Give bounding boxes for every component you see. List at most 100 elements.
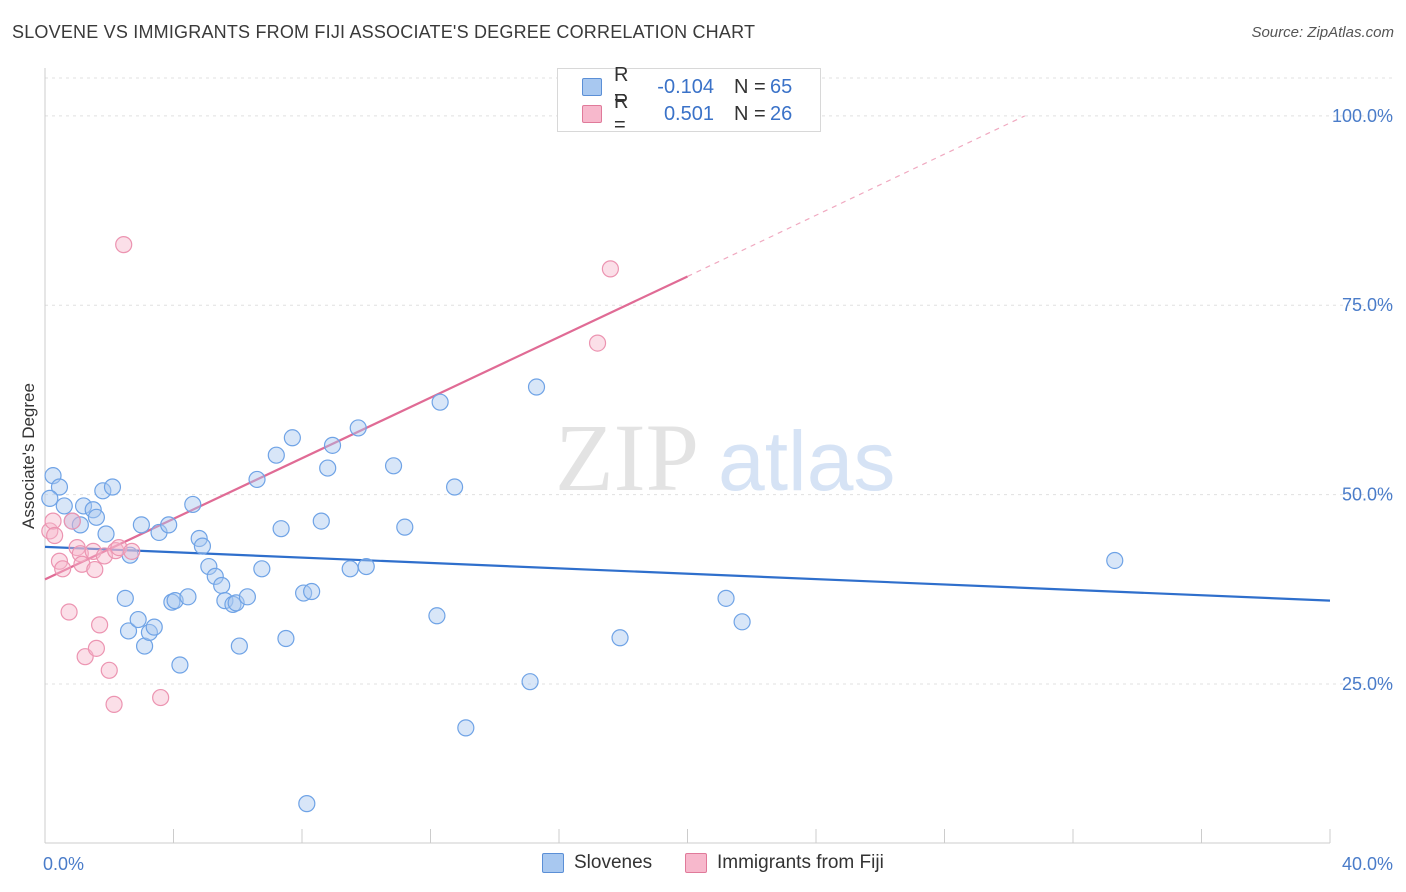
point-slovenes xyxy=(611,629,629,647)
point-fiji xyxy=(100,661,118,679)
chart-title: SLOVENE VS IMMIGRANTS FROM FIJI ASSOCIAT… xyxy=(12,22,756,42)
source-label: Source: ZipAtlas.com xyxy=(1251,24,1394,41)
point-slovenes xyxy=(94,482,112,500)
x-tick-label: 0.0% xyxy=(43,854,84,874)
point-fiji xyxy=(73,555,91,573)
point-slovenes xyxy=(213,576,231,595)
point-fiji xyxy=(46,526,64,545)
point-slovenes xyxy=(97,525,115,543)
point-slovenes xyxy=(267,446,285,464)
point-slovenes xyxy=(103,478,122,496)
legend-n-label: N = xyxy=(734,75,766,98)
point-slovenes xyxy=(357,557,375,576)
x-tick-label: 40.0% xyxy=(1342,854,1393,874)
legend-n-label: N = xyxy=(734,102,766,125)
bottom-legend-slovenes: Slovenes xyxy=(542,852,652,874)
legend-swatch-slovenes xyxy=(582,78,602,96)
point-slovenes xyxy=(140,623,159,642)
legend-row-fiji: R = 0.501 N = 26 xyxy=(582,91,792,136)
point-fiji xyxy=(44,512,62,530)
y-axis-label: Associate's Degree xyxy=(19,383,38,529)
point-slovenes xyxy=(193,537,212,555)
point-slovenes xyxy=(71,516,89,534)
legend-r-label: R = xyxy=(614,64,629,109)
point-slovenes xyxy=(396,518,414,536)
point-slovenes xyxy=(298,795,316,813)
point-slovenes xyxy=(184,495,202,514)
point-slovenes xyxy=(521,673,539,691)
legend-swatch-fiji xyxy=(582,105,602,123)
bottom-legend-fiji: Immigrants from Fiji xyxy=(685,852,884,874)
point-slovenes xyxy=(200,557,218,576)
watermark: ZIP atlas xyxy=(555,404,895,511)
point-fiji xyxy=(84,542,102,560)
point-slovenes xyxy=(1106,551,1124,570)
point-fiji xyxy=(91,616,109,634)
watermark-zip: ZIP xyxy=(555,404,699,511)
bottom-legend-swatch-slovenes xyxy=(542,853,564,873)
point-slovenes xyxy=(272,520,290,538)
point-fiji xyxy=(86,560,104,579)
point-slovenes xyxy=(717,589,735,607)
point-slovenes xyxy=(230,637,248,655)
point-slovenes xyxy=(384,457,403,475)
bottom-legend-label-fiji: Immigrants from Fiji xyxy=(717,852,884,873)
point-slovenes xyxy=(116,589,134,607)
point-slovenes xyxy=(428,607,446,625)
point-slovenes xyxy=(323,436,342,454)
point-slovenes xyxy=(55,497,73,515)
trend-lines xyxy=(44,115,1331,602)
point-slovenes xyxy=(119,622,138,640)
point-slovenes xyxy=(50,478,69,496)
point-slovenes xyxy=(445,478,464,496)
point-slovenes xyxy=(283,429,301,447)
point-slovenes xyxy=(319,459,337,477)
point-slovenes xyxy=(238,588,256,606)
watermark-atlas: atlas xyxy=(718,414,895,508)
legend-r-value: 0.501 xyxy=(663,102,714,125)
point-slovenes xyxy=(87,508,106,526)
y-tick-label: 75.0% xyxy=(1342,295,1393,315)
point-slovenes xyxy=(145,618,163,636)
legend-n-value: 65 xyxy=(770,75,793,98)
point-slovenes xyxy=(341,560,359,578)
legend: R = -0.104 N = 65 R = 0.501 N = 26 xyxy=(557,64,821,136)
point-slovenes xyxy=(171,656,189,674)
point-fiji xyxy=(588,334,607,352)
legend-row-slovenes: R = -0.104 N = 65 xyxy=(582,64,793,109)
point-slovenes xyxy=(41,489,59,507)
point-fiji xyxy=(95,547,114,565)
point-fiji xyxy=(115,236,133,254)
point-slovenes xyxy=(277,629,295,648)
point-fiji xyxy=(87,639,106,657)
point-slovenes xyxy=(303,582,321,601)
y-tick-label: 50.0% xyxy=(1342,485,1393,505)
point-slovenes xyxy=(166,592,184,610)
point-slovenes xyxy=(457,719,475,737)
point-slovenes xyxy=(74,497,93,515)
legend-r-label: R = xyxy=(614,91,629,136)
point-slovenes xyxy=(248,470,266,489)
bottom-legend-swatch-fiji xyxy=(685,853,707,873)
y-tick-label: 100.0% xyxy=(1332,106,1393,126)
legend-r-value: -0.104 xyxy=(657,75,714,98)
point-slovenes xyxy=(431,393,449,411)
point-slovenes xyxy=(312,512,330,530)
point-fiji xyxy=(110,539,128,557)
point-slovenes xyxy=(733,613,751,631)
point-slovenes xyxy=(349,419,367,437)
bottom-legend-label-slovenes: Slovenes xyxy=(574,852,653,873)
point-slovenes xyxy=(206,567,224,585)
point-slovenes xyxy=(527,378,546,396)
point-fiji xyxy=(105,695,123,713)
trend-line-slovenes xyxy=(44,545,1331,602)
point-fiji xyxy=(63,512,81,530)
tick-labels: 100.0% 75.0% 50.0% 25.0% 0.0% 40.0% xyxy=(43,106,1393,874)
point-fiji xyxy=(601,260,620,278)
data-points xyxy=(41,236,1124,813)
point-fiji xyxy=(54,560,72,578)
y-tick-label: 25.0% xyxy=(1342,674,1393,694)
axes xyxy=(44,68,1331,844)
trend-line-fiji-extension xyxy=(687,115,1026,277)
